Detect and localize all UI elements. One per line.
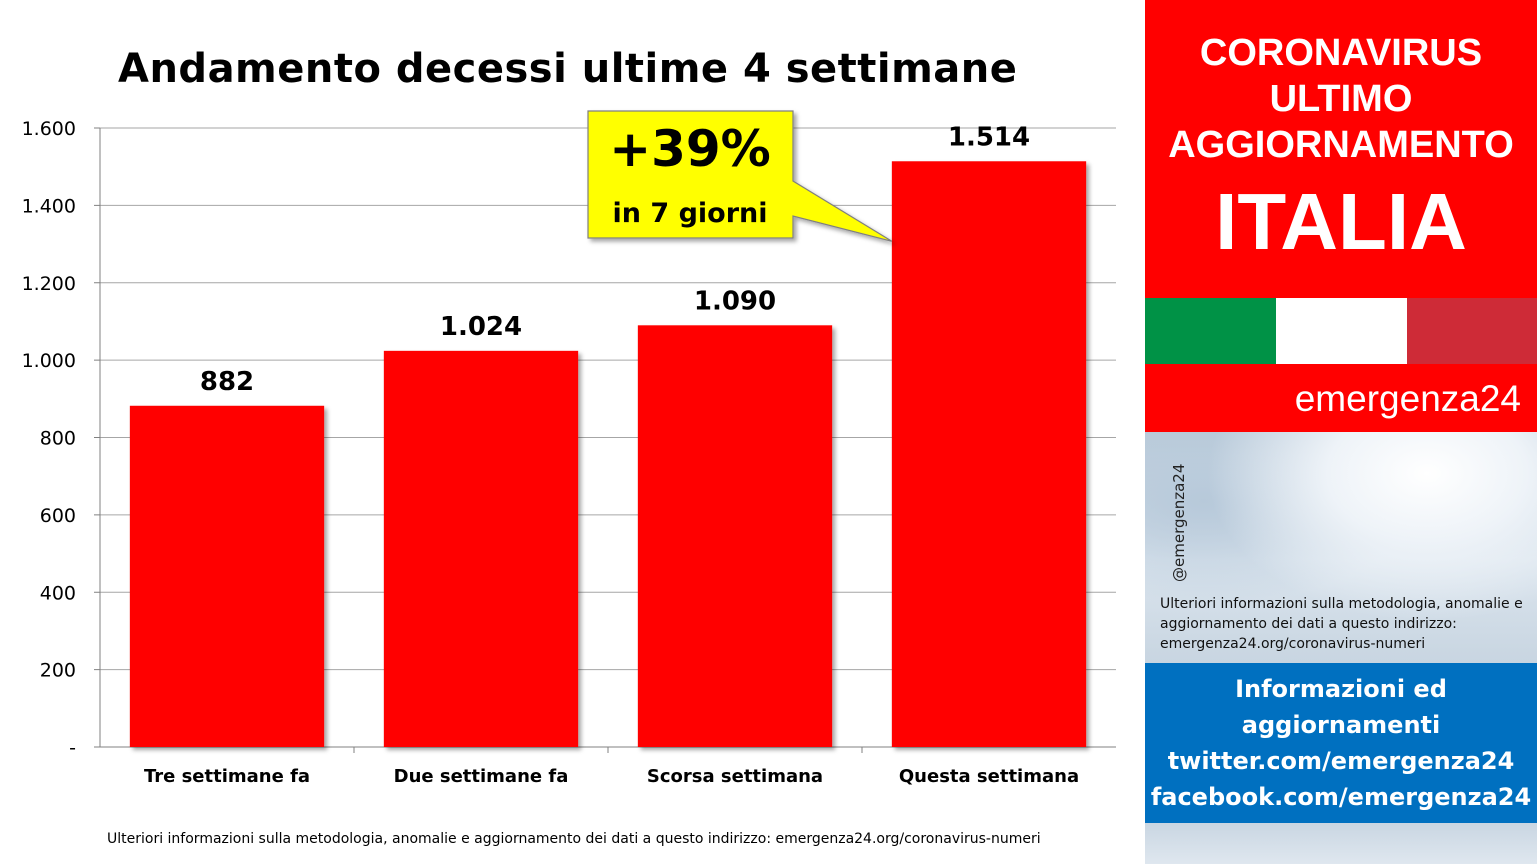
y-tick-label: 200 xyxy=(40,660,76,682)
sidebar: CORONAVIRUS ULTIMO AGGIORNAMENTO ITALIA … xyxy=(1145,0,1537,864)
bar-chart: - 200 400 600 800 1.000 1.200 1.400 1.600 882 Tre… xyxy=(22,110,1116,787)
bar-value-label: 1.514 xyxy=(948,122,1030,152)
footer-note: Ulteriori informazioni sulla metodologia… xyxy=(107,831,1041,847)
header-line-italia: ITALIA xyxy=(1215,177,1467,266)
bar xyxy=(891,161,1087,748)
header-line-coronavirus: CORONAVIRUS xyxy=(1199,32,1483,74)
x-category-label: Scorsa settimana xyxy=(647,766,823,787)
flag-green-stripe xyxy=(1145,298,1276,364)
brand-name: emergenza24 xyxy=(1294,378,1521,419)
facebook-link[interactable]: facebook.com/emergenza24 xyxy=(1150,783,1532,811)
bar-value-label: 1.024 xyxy=(440,312,522,342)
chart-panel: Andamento decessi ultime 4 settimane - 20… xyxy=(22,46,1116,847)
y-tick-label: 1.600 xyxy=(22,118,76,140)
y-tick-label: 400 xyxy=(40,582,76,604)
y-tick-label: 1.400 xyxy=(22,195,76,217)
y-tick-label: 800 xyxy=(40,428,76,450)
x-category-label: Due settimane fa xyxy=(394,766,569,787)
social-line-1: Informazioni ed xyxy=(1235,675,1447,703)
social-line-2: aggiornamenti xyxy=(1241,711,1441,739)
social-handle: @emergenza24 xyxy=(1170,463,1188,582)
y-tick-label: - xyxy=(69,737,76,759)
header-line-aggiornamento: AGGIORNAMENTO xyxy=(1168,124,1514,166)
header-line-ultimo: ULTIMO xyxy=(1269,78,1413,120)
callout-box xyxy=(587,110,893,242)
flag-red-stripe xyxy=(1407,298,1537,364)
twitter-link[interactable]: twitter.com/emergenza24 xyxy=(1167,747,1515,775)
background-photo xyxy=(1145,432,1537,663)
italian-flag xyxy=(1145,298,1537,364)
bar xyxy=(637,325,833,747)
x-category-label: Questa settimana xyxy=(899,766,1079,787)
bar-value-label: 882 xyxy=(200,367,254,397)
social-links-panel: Informazioni ed aggiornamenti twitter.co… xyxy=(1145,663,1537,823)
y-tick-label: 1.200 xyxy=(22,273,76,295)
x-category-label: Tre settimane fa xyxy=(144,766,310,787)
bar-value-label: 1.090 xyxy=(694,286,776,316)
sidebar-bottom-strip xyxy=(1145,823,1537,864)
y-tick-label: 1.000 xyxy=(22,350,76,372)
brand-bar: emergenza24 xyxy=(1145,364,1537,432)
flag-white-stripe xyxy=(1276,298,1407,364)
bar xyxy=(129,405,325,747)
bar xyxy=(383,350,579,747)
callout-subtext: in 7 giorni xyxy=(612,198,768,229)
sidebar-info-text: Ulteriori informazioni sulla metodologia… xyxy=(1160,596,1523,652)
y-tick-label: 600 xyxy=(40,505,76,527)
sidebar-header: CORONAVIRUS ULTIMO AGGIORNAMENTO ITALIA xyxy=(1145,0,1537,298)
chart-title: Andamento decessi ultime 4 settimane xyxy=(118,46,1018,92)
callout-percentage: +39% xyxy=(609,120,771,178)
